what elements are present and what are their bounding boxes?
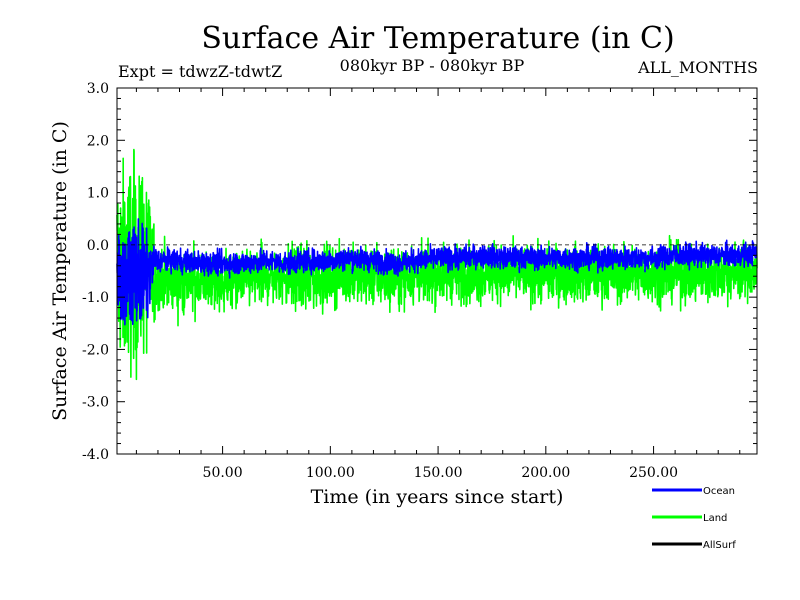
y-tick-label: -3.0 <box>82 395 109 411</box>
y-tick-label: 2.0 <box>87 133 109 149</box>
y-tick-label: -1.0 <box>82 290 109 306</box>
legend-label-allsurf: AllSurf <box>703 540 736 551</box>
y-tick-label: 0.0 <box>87 238 109 254</box>
chart-subtitle: 080kyr BP - 080kyr BP <box>340 56 525 75</box>
experiment-label: Expt = tdwzZ-tdwtZ <box>118 62 282 81</box>
series-line-land <box>116 148 758 381</box>
x-tick-label: 150.00 <box>414 465 463 481</box>
y-tick-label: -2.0 <box>82 342 109 358</box>
x-tick-label: 250.00 <box>629 465 678 481</box>
y-tick-label: 1.0 <box>87 186 109 202</box>
y-axis-label: Surface Air Temperature (in C) <box>49 121 71 421</box>
x-axis-label: Time (in years since start) <box>311 486 564 508</box>
chart-title: Surface Air Temperature (in C) <box>201 21 674 56</box>
months-label: ALL_MONTHS <box>637 58 758 77</box>
plot-frame <box>116 87 758 455</box>
series-line-ocean <box>116 218 758 326</box>
plot-area: 50.00 100.00 150.00 200.00 250.00 -4.0 -3.0 -2.… <box>82 81 758 481</box>
legend-label-land: Land <box>703 513 727 524</box>
legend: Ocean Land AllSurf <box>652 486 736 551</box>
y-tick-label: -4.0 <box>82 447 109 463</box>
y-tick-label: 3.0 <box>87 81 109 97</box>
x-tick-label: 100.00 <box>306 465 355 481</box>
x-tick-label: 200.00 <box>521 465 570 481</box>
legend-label-ocean: Ocean <box>703 486 735 497</box>
x-tick-label: 50.00 <box>203 465 243 481</box>
